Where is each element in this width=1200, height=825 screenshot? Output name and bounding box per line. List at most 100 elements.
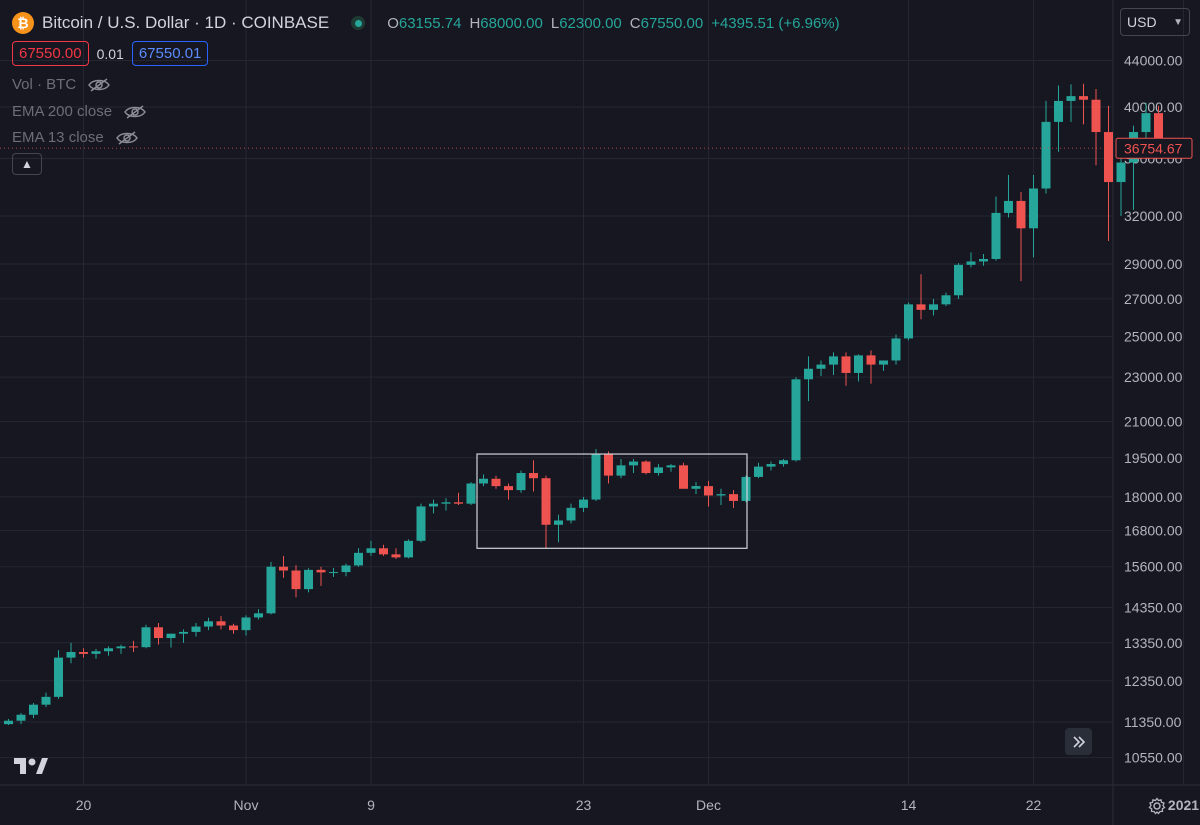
tradingview-logo-icon[interactable] (14, 756, 48, 781)
candle-body (429, 503, 438, 507)
collapse-indicators-button[interactable]: ▲ (12, 153, 42, 175)
candle-body (154, 627, 163, 639)
candle-body (741, 476, 751, 501)
y-axis-tick-label: 40000.00 (1124, 99, 1183, 115)
candle-body (266, 566, 276, 614)
y-axis-tick-label: 32000.00 (1124, 208, 1183, 224)
candle-body (204, 621, 213, 627)
candle-body (579, 499, 588, 508)
candle-body (104, 648, 113, 652)
currency-label: USD (1127, 14, 1157, 30)
candle-body (366, 548, 376, 553)
indicator-label: Vol · BTC (12, 76, 77, 93)
y-axis-tick-label: 11350.00 (1124, 714, 1182, 730)
eye-off-icon[interactable] (88, 77, 111, 93)
symbol-title[interactable]: Bitcoin / U.S. Dollar · 1D · COINBASE (42, 13, 330, 32)
scroll-to-realtime-button[interactable] (1065, 728, 1092, 755)
candle-body (604, 454, 613, 476)
candle-body (529, 473, 538, 479)
symbol-header: ₿ Bitcoin / U.S. Dollar · 1D · COINBASE … (12, 10, 840, 36)
last-price-label: 36754.67 (1124, 140, 1183, 156)
candle-body (116, 646, 126, 649)
candle-body (891, 338, 901, 361)
consolidation-range-box (476, 453, 748, 549)
ohlc-values: O63155.74 H68000.00 L62300.00 C67550.00 … (387, 15, 839, 32)
candle-body (454, 502, 463, 504)
candle-body (1041, 121, 1051, 189)
candle-body (754, 466, 763, 477)
eye-off-icon[interactable] (124, 104, 146, 120)
candle-body (941, 295, 951, 305)
chevron-down-icon: ▼ (1173, 16, 1183, 28)
sell-button[interactable]: 67550.00 (12, 41, 89, 66)
y-axis-tick-label: 29000.00 (1124, 256, 1183, 272)
candle-body (804, 368, 813, 380)
candle-body (29, 704, 38, 715)
candle-body (1004, 200, 1013, 213)
candle-body (766, 464, 776, 467)
candle-body (254, 613, 263, 618)
x-axis-tick-label: Dec (696, 797, 721, 813)
indicator-ema-200[interactable]: EMA 200 close (12, 103, 146, 120)
high-value: 68000.00 (480, 14, 543, 32)
candle-body (679, 465, 688, 489)
y-axis-tick-label: 44000.00 (1124, 52, 1183, 68)
y-axis-tick-label: 16800.00 (1124, 523, 1183, 539)
indicator-label: EMA 13 close (12, 129, 104, 146)
buy-button[interactable]: 67550.01 (131, 41, 209, 66)
candle-body (554, 520, 563, 525)
eye-off-icon[interactable] (115, 130, 138, 146)
settings-gear-icon[interactable] (1146, 795, 1168, 817)
close-label: C (629, 14, 641, 32)
y-axis-tick-label: 10550.00 (1124, 750, 1183, 766)
candle-body (4, 720, 13, 725)
currency-select[interactable]: USD ▼ (1120, 8, 1190, 36)
candle-body (691, 486, 701, 489)
indicator-label: EMA 200 close (12, 103, 113, 120)
bitcoin-icon[interactable]: ₿ (12, 12, 34, 34)
candle-body (291, 570, 301, 590)
market-status-icon[interactable] (351, 16, 366, 30)
candle-body (1066, 96, 1076, 101)
candle-body (929, 304, 938, 310)
candle-body (641, 461, 651, 474)
last-price-label-box (1115, 137, 1193, 159)
candle-body (1091, 99, 1101, 133)
candle-body (279, 566, 288, 571)
y-axis-tick-label: 18000.00 (1124, 489, 1183, 505)
candle-body (991, 212, 1001, 259)
candle-body (1116, 162, 1126, 183)
candle-body (479, 478, 488, 484)
indicator-ema-13[interactable]: EMA 13 close (12, 129, 138, 146)
indicator-volume[interactable]: Vol · BTC (12, 76, 111, 93)
x-axis-tick-label: 22 (1026, 797, 1042, 813)
y-axis-tick-label: 21000.00 (1124, 414, 1183, 430)
candle-body (341, 565, 351, 573)
candle-body (841, 356, 851, 373)
candle-body (491, 478, 501, 487)
trade-panel: 67550.00 0.01 67550.01 (12, 41, 209, 66)
spread-value: 0.01 (96, 45, 124, 62)
candle-body (304, 569, 313, 590)
candle-body (229, 625, 238, 631)
candle-body (979, 258, 988, 262)
candle-body (1079, 96, 1088, 100)
low-value: 62300.00 (559, 14, 622, 32)
y-axis-tick-label: 14350.00 (1124, 599, 1183, 615)
candle-body (404, 540, 413, 558)
candle-body (466, 483, 476, 504)
candle-body (879, 360, 888, 365)
y-axis-tick-label: 25000.00 (1124, 328, 1183, 344)
candle-body (616, 465, 626, 476)
open-label: O (387, 14, 399, 32)
high-label: H (469, 14, 481, 32)
x-axis-tick-label: Nov (234, 797, 259, 813)
candle-body (504, 486, 513, 491)
candle-body (566, 507, 576, 521)
candle-body (191, 626, 201, 632)
y-axis-tick-label: 15600.00 (1124, 559, 1183, 575)
candle-body (1104, 132, 1113, 183)
candle-body (966, 261, 976, 265)
